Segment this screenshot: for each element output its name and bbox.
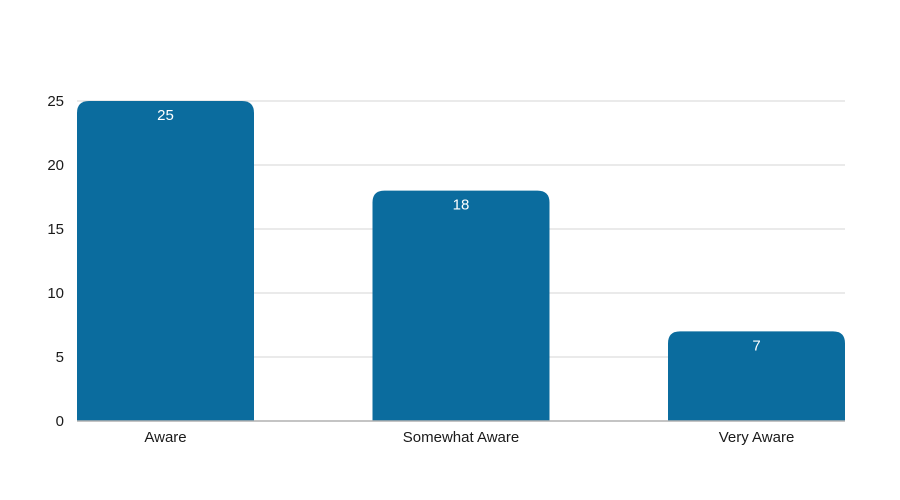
y-tick-label: 5: [56, 349, 64, 366]
x-category-label: Somewhat Aware: [403, 429, 519, 446]
y-axis-tick-labels: 0 5 10 15 20 25: [47, 93, 64, 430]
data-label: 7: [752, 337, 760, 354]
y-tick-label: 10: [47, 285, 64, 302]
y-tick-label: 20: [47, 157, 64, 174]
x-category-label: Aware: [144, 429, 186, 446]
y-tick-label: 25: [47, 93, 64, 110]
x-axis-category-labels: Aware Somewhat Aware Very Aware: [144, 429, 794, 446]
y-tick-label: 0: [56, 413, 64, 430]
x-category-label: Very Aware: [719, 429, 795, 446]
data-label: 25: [157, 107, 174, 124]
bar-somewhat-aware: [372, 190, 550, 421]
data-labels: 25 18 7: [157, 107, 761, 354]
data-label: 18: [453, 197, 470, 214]
y-tick-label: 15: [47, 221, 64, 238]
bar-aware: [77, 101, 254, 421]
bar-very-aware: [668, 331, 845, 421]
bars: [77, 101, 845, 421]
